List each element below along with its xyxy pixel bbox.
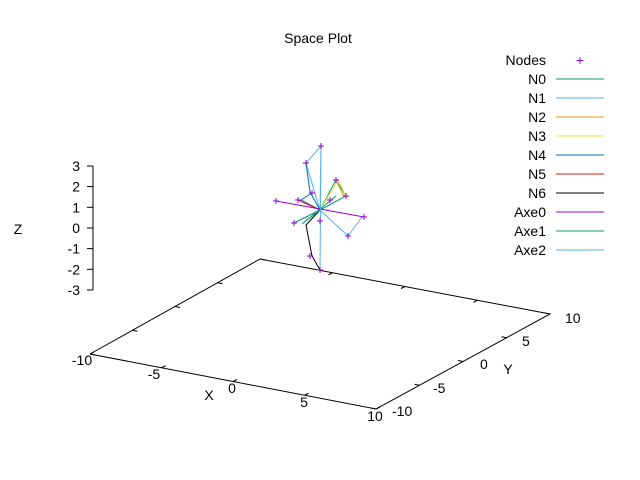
x-tick-label: 10 bbox=[367, 408, 383, 424]
series-line-n6 bbox=[305, 209, 321, 271]
y-tick-label: 5 bbox=[522, 333, 530, 349]
node-point bbox=[333, 177, 339, 183]
z-axis-label: Z bbox=[14, 221, 23, 237]
series-line-axe1 bbox=[301, 195, 337, 225]
x-axis-label: X bbox=[204, 387, 214, 403]
node-point bbox=[307, 253, 313, 259]
base-plane bbox=[89, 258, 552, 410]
node-point bbox=[343, 193, 349, 199]
node-point bbox=[291, 220, 297, 226]
legend-label: N1 bbox=[528, 90, 546, 106]
legend-label: Axe1 bbox=[514, 223, 546, 239]
x-tick-label: 5 bbox=[300, 394, 308, 410]
node-point bbox=[317, 218, 323, 224]
y-axis-label: Y bbox=[503, 361, 513, 377]
z-tick-label: 3 bbox=[72, 158, 80, 174]
plot-lines bbox=[275, 144, 365, 271]
legend-marker: + bbox=[576, 52, 584, 68]
series-line-axe2 bbox=[319, 145, 322, 271]
legend-label: N0 bbox=[528, 71, 546, 87]
z-tick-label: 1 bbox=[72, 199, 80, 215]
z-tick-label: 0 bbox=[72, 220, 80, 236]
legend-label: N4 bbox=[528, 147, 546, 163]
node-point bbox=[345, 233, 351, 239]
series-line-n4 bbox=[305, 162, 321, 211]
legend-label: Axe0 bbox=[514, 204, 546, 220]
node-point bbox=[295, 197, 301, 203]
node-point bbox=[327, 197, 333, 203]
y-tick-labels: -10 -5 0 5 10 bbox=[392, 310, 581, 419]
z-tick-label: -3 bbox=[68, 282, 81, 298]
node-point bbox=[309, 190, 315, 196]
series-line-n0 bbox=[319, 179, 347, 211]
z-tick-label: 2 bbox=[72, 179, 80, 195]
z-tick-labels: 3 2 1 0 -1 -2 -3 bbox=[68, 158, 81, 298]
y-tick-label: -5 bbox=[433, 380, 446, 396]
node-point bbox=[361, 214, 367, 220]
legend-label: N3 bbox=[528, 128, 546, 144]
series-line-n2 bbox=[335, 179, 345, 198]
y-tick-label: -10 bbox=[392, 403, 412, 419]
z-axis bbox=[87, 165, 94, 291]
legend-label: Axe2 bbox=[514, 242, 546, 258]
x-axis-ticks bbox=[89, 351, 381, 410]
legend-label: Nodes bbox=[506, 52, 546, 68]
node-points bbox=[273, 143, 367, 273]
node-point bbox=[318, 143, 324, 149]
x-tick-labels: -10 -5 0 5 10 bbox=[72, 352, 383, 424]
series-line-n1 bbox=[319, 209, 363, 237]
x-tick-label: -5 bbox=[148, 366, 161, 382]
y-axis-ticks bbox=[370, 312, 551, 410]
legend-label: N6 bbox=[528, 185, 546, 201]
node-point bbox=[303, 160, 309, 166]
x-tick-label: -10 bbox=[72, 352, 92, 368]
node-point bbox=[317, 267, 323, 273]
back-edge-ticks bbox=[89, 258, 478, 356]
y-tick-label: 10 bbox=[565, 310, 581, 326]
chart-title: Space Plot bbox=[284, 30, 352, 46]
x-tick-label: 0 bbox=[228, 380, 236, 396]
y-tick-label: 0 bbox=[480, 356, 488, 372]
z-tick-label: -2 bbox=[68, 261, 81, 277]
node-point bbox=[273, 198, 279, 204]
legend-label: N2 bbox=[528, 109, 546, 125]
z-tick-label: -1 bbox=[68, 241, 81, 257]
legend-label: N5 bbox=[528, 166, 546, 182]
legend: Nodes + N0 N1 N2 N3 N4 N5 N6 Axe0 Axe1 Axe2 bbox=[506, 52, 604, 258]
